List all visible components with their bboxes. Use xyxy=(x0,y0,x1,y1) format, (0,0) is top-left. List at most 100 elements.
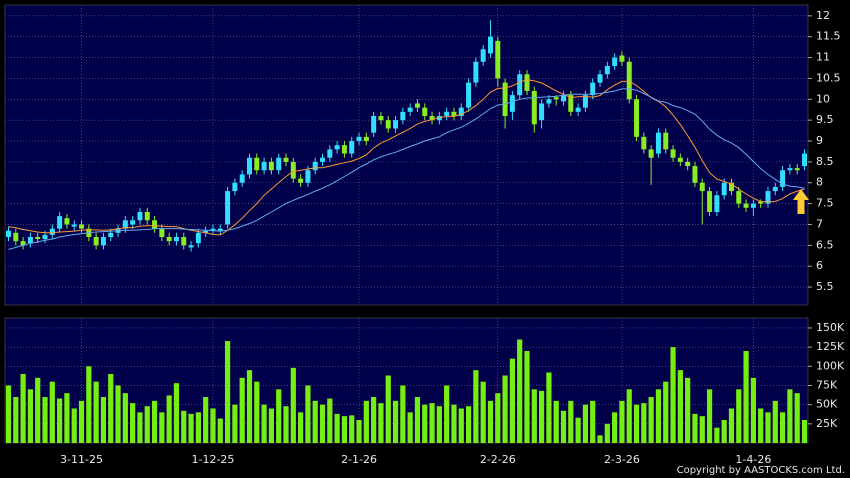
candle-body xyxy=(648,149,654,158)
volume-bar xyxy=(765,412,771,443)
candle-body xyxy=(225,191,231,225)
volume-bar xyxy=(122,393,128,443)
candle-body xyxy=(802,153,807,167)
candle-body xyxy=(561,95,567,102)
y-tick-label: 125K xyxy=(816,340,845,353)
volume-bar xyxy=(290,367,296,443)
volume-bar xyxy=(363,400,369,443)
volume-bar xyxy=(590,400,596,443)
volume-bar xyxy=(378,403,384,443)
volume-bar xyxy=(509,358,515,443)
volume-bar xyxy=(736,389,742,443)
volume-bar xyxy=(480,381,486,443)
volume-bar xyxy=(706,389,713,443)
volume-bar xyxy=(436,406,442,443)
candle-body xyxy=(71,224,77,227)
candle-body xyxy=(546,99,552,104)
y-tick-label: 150K xyxy=(816,321,845,334)
candle-body xyxy=(400,111,406,121)
volume-bar xyxy=(151,400,158,443)
candle-body xyxy=(612,57,618,66)
volume-bar xyxy=(298,412,304,443)
candle-body xyxy=(327,149,333,158)
y-tick-label: 75K xyxy=(816,378,838,391)
candle-body xyxy=(597,74,603,83)
candle-body xyxy=(451,111,457,116)
candle-body xyxy=(130,220,136,225)
candle-body xyxy=(466,82,472,108)
candle-body xyxy=(13,232,19,242)
candle-body xyxy=(173,236,179,242)
y-tick-label: 11.5 xyxy=(816,30,841,43)
volume-bar xyxy=(524,350,530,443)
candle-body xyxy=(414,103,420,108)
y-tick-label: 11 xyxy=(816,51,830,64)
volume-bar xyxy=(400,385,406,443)
candle-body xyxy=(626,61,632,100)
candle-body xyxy=(290,161,296,179)
candle-body xyxy=(458,107,464,116)
candle-body xyxy=(356,136,362,142)
volume-bar xyxy=(327,398,333,443)
y-tick-label: 7 xyxy=(816,217,823,230)
volume-bar xyxy=(553,400,559,443)
copyright: Copyright by AASTOCKS.com Ltd. xyxy=(677,465,845,476)
candle-body xyxy=(144,211,150,221)
volume-bar xyxy=(159,412,165,443)
volume-bar xyxy=(93,381,99,443)
volume-bar xyxy=(626,389,632,443)
candle-body xyxy=(305,170,311,183)
volume-bar xyxy=(78,400,85,443)
candle-body xyxy=(517,74,523,96)
volume-bar xyxy=(5,385,12,443)
candle-body xyxy=(641,136,647,150)
candle-body xyxy=(444,111,450,116)
volume-bar xyxy=(750,377,756,443)
y-tick-label: 7.5 xyxy=(816,197,834,210)
candle-body xyxy=(232,182,238,192)
volume-bar xyxy=(655,389,662,443)
volume-bar xyxy=(349,415,355,443)
candle-body xyxy=(20,241,26,246)
y-tick-label: 6.5 xyxy=(816,238,834,251)
candle-body xyxy=(495,40,501,79)
candle-body xyxy=(582,95,588,108)
volume-bar xyxy=(86,366,92,443)
candle-body xyxy=(181,236,187,246)
volume-bar xyxy=(108,373,114,443)
volume-bar xyxy=(188,413,194,443)
volume-bar xyxy=(71,408,77,443)
candle-body xyxy=(407,107,413,112)
volume-bar xyxy=(692,413,698,443)
x-tick-label: 1-4-26 xyxy=(735,453,771,466)
arrow-icon xyxy=(793,189,809,214)
volume-bar xyxy=(487,400,494,443)
candle-body xyxy=(743,203,749,208)
volume-bar xyxy=(392,400,399,443)
candle-body xyxy=(568,95,574,112)
x-tick-label: 2-2-26 xyxy=(480,453,516,466)
candle-body xyxy=(393,120,399,129)
candle-body xyxy=(64,218,70,225)
candle-body xyxy=(699,182,705,192)
candle-body xyxy=(79,224,85,229)
volume-bar xyxy=(685,377,691,443)
candle-body xyxy=(429,115,435,121)
y-tick-label: 8.5 xyxy=(816,155,834,168)
y-tick-label: 9.5 xyxy=(816,113,834,126)
volume-bar xyxy=(619,400,625,443)
candle-body xyxy=(371,115,377,133)
candle-body xyxy=(728,182,734,192)
candle-body xyxy=(655,132,661,154)
volume-bar xyxy=(42,396,48,443)
candle-body xyxy=(736,191,742,204)
volume-bar xyxy=(721,419,727,443)
candle-body xyxy=(320,157,326,162)
volume-bar xyxy=(801,419,808,443)
candle-body xyxy=(100,236,106,246)
candle-body xyxy=(539,103,545,121)
volume-bar xyxy=(546,372,552,443)
candle-body xyxy=(166,236,172,242)
